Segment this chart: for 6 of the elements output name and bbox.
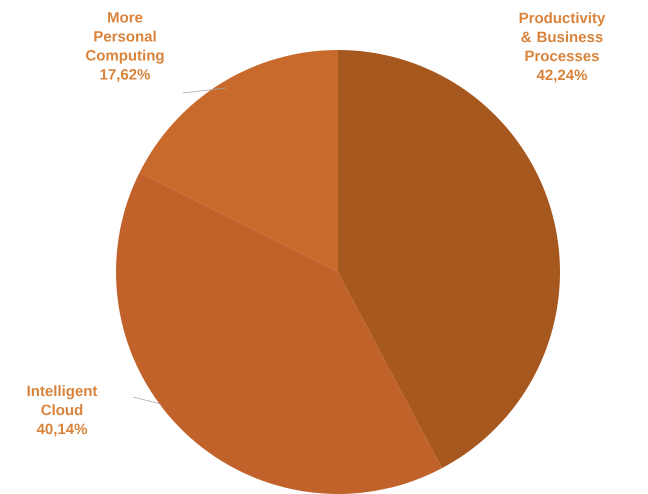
slice-label: Productivity & Business Processes bbox=[520, 12, 606, 62]
slice-label: Intelligent Cloud bbox=[28, 385, 98, 416]
data-label: 42,24% bbox=[536, 70, 588, 82]
data-label: 40,14% bbox=[36, 424, 88, 436]
data-label: 17,62% bbox=[100, 69, 150, 82]
slice-label: More Personal Computing bbox=[86, 12, 164, 64]
